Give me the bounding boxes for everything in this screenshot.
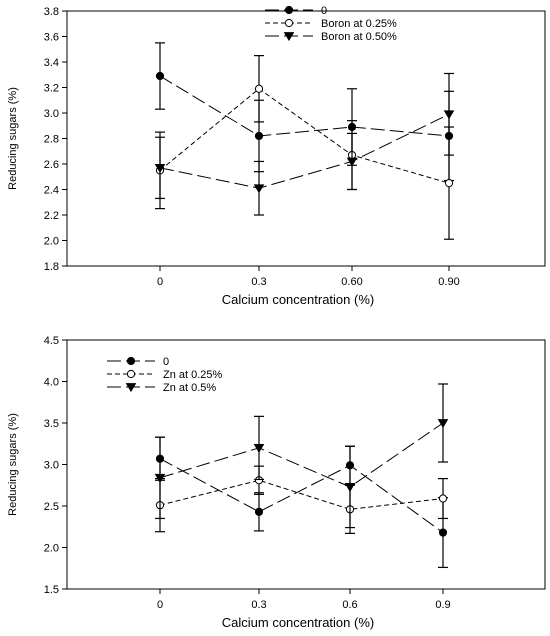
legend-label: Zn at 0.5% — [163, 382, 216, 394]
plot-frame — [66, 339, 546, 590]
y-tick-label: 4.0 — [44, 377, 59, 389]
series-2 — [154, 383, 449, 529]
chart-zinc: 1.5 2.0 2.5 3.0 3.5 4.0 4.5 0 0.3 0.6 0.9 Calcium c… — [7, 335, 546, 630]
series-line — [159, 458, 444, 533]
y-tick-label: 3.0 — [44, 108, 59, 120]
y-tick-label: 3.6 — [44, 32, 59, 44]
x-tick-label: 0.3 — [251, 599, 266, 611]
data-point — [437, 419, 449, 429]
legend-label: Boron at 0.25% — [321, 18, 397, 30]
legend-label: Boron at 0.50% — [321, 31, 397, 43]
x-tick-label: 0 — [157, 276, 163, 288]
x-tick-label: 0.60 — [341, 276, 362, 288]
y-axis-label: Reducing sugars (%) — [7, 87, 19, 190]
x-axis-label: Calcium concentration (%) — [222, 615, 374, 630]
y-tick-label: 2.5 — [44, 501, 59, 513]
data-point — [344, 483, 356, 493]
series-line — [159, 75, 450, 137]
series-0 — [155, 42, 454, 182]
y-tick-label: 2.2 — [44, 210, 59, 222]
data-point — [154, 163, 166, 173]
data-point — [254, 84, 264, 93]
y-tick-label: 2.0 — [44, 543, 59, 555]
series-line — [159, 479, 444, 510]
y-tick-label: 1.5 — [44, 584, 59, 596]
data-point — [253, 184, 265, 194]
legend-label: 0 — [321, 5, 327, 17]
legend-marker — [284, 5, 294, 15]
y-tick-label: 1.8 — [44, 261, 59, 273]
x-axis-label: Calcium concentration (%) — [222, 292, 374, 307]
x-tick-label: 0.3 — [251, 276, 266, 288]
data-point — [438, 528, 448, 537]
chart-boron: 1.8 2.0 2.2 2.4 2.6 2.8 3.0 3.2 3.4 3.6 3.8 0 0.3 0.6… — [7, 5, 546, 307]
legend-marker — [126, 356, 136, 366]
y-tick-label: 2.0 — [44, 236, 59, 248]
legend: 0Zn at 0.25%Zn at 0.5% — [107, 356, 223, 394]
legend-label: 0 — [163, 356, 169, 368]
series-2 — [154, 72, 455, 216]
data-point — [254, 507, 264, 516]
series-line — [159, 88, 450, 184]
y-tick-label: 2.4 — [44, 185, 59, 197]
data-point — [444, 179, 454, 188]
series-1 — [155, 465, 448, 534]
legend-marker — [126, 369, 136, 379]
legend-marker — [125, 383, 137, 393]
legend-label: Zn at 0.25% — [163, 369, 223, 381]
legend-marker — [283, 32, 295, 42]
data-point — [443, 110, 455, 120]
y-tick-label: 4.5 — [44, 335, 59, 347]
series-0 — [155, 436, 448, 569]
y-tick-label: 3.5 — [44, 418, 59, 430]
x-tick-label: 0.6 — [342, 599, 357, 611]
data-point — [438, 494, 448, 503]
x-tick-label: 0.9 — [435, 599, 450, 611]
data-point — [253, 444, 265, 454]
series-line — [159, 422, 444, 488]
y-tick-label: 2.6 — [44, 159, 59, 171]
y-tick-label: 3.2 — [44, 83, 59, 95]
series-1 — [155, 55, 454, 240]
data-point — [154, 473, 166, 483]
y-tick-label: 3.0 — [44, 460, 59, 472]
series-line — [159, 113, 450, 189]
y-tick-label: 3.4 — [44, 57, 59, 69]
y-axis-label: Reducing sugars (%) — [7, 413, 19, 516]
x-tick-label: 0.90 — [438, 276, 459, 288]
data-point — [155, 71, 165, 81]
data-point — [254, 131, 264, 141]
data-point — [346, 157, 358, 167]
y-tick-label: 2.8 — [44, 134, 59, 146]
y-tick-label: 3.8 — [44, 6, 59, 18]
plot-frame — [66, 10, 546, 267]
x-tick-label: 0 — [157, 599, 163, 611]
legend-marker — [284, 18, 294, 28]
